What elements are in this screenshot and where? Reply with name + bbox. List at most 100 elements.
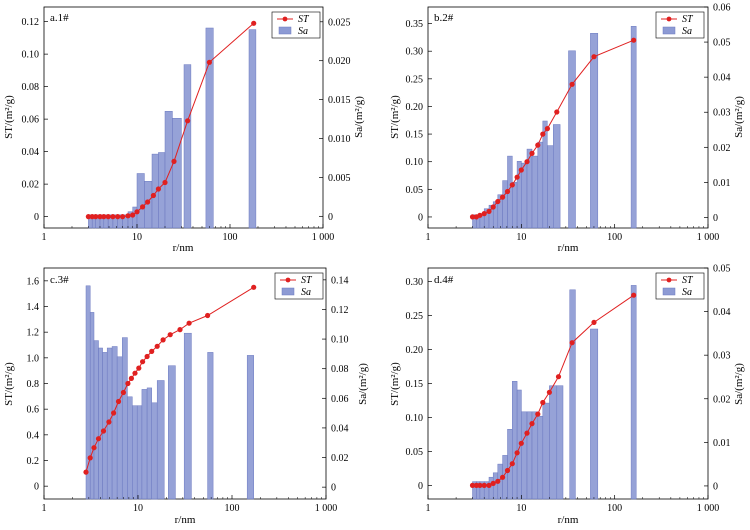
y-right-tick-label: 0.06 (713, 3, 731, 14)
plot-frame-b (427, 6, 709, 229)
y-right-tick-label: 0 (331, 483, 336, 494)
point-st (490, 204, 496, 210)
y-right-label-d: Sa/(m²/g) (733, 363, 745, 405)
bar-sa (569, 289, 576, 500)
bar-sa (248, 29, 257, 229)
y-right-tick-label: 0.02 (713, 394, 731, 405)
point-st (125, 380, 131, 387)
point-st (105, 214, 111, 220)
panel-label-a: a.1# (50, 12, 69, 24)
bar-sa (246, 355, 254, 500)
bar-sa (590, 33, 599, 229)
x-tick-label: 1 (42, 503, 47, 514)
y-right-label-a: Sa/(m²/g) (353, 96, 365, 138)
point-st (500, 474, 506, 480)
y-left-tick-label: 0.25 (406, 74, 424, 85)
y-left-tick-label: 1.2 (27, 328, 40, 339)
y-left-ticks-a: 0 0.02 0.04 0.06 0.08 0.10 0.12 (22, 17, 48, 223)
y-left-tick-label: 0.30 (406, 47, 424, 58)
bar-sa (183, 64, 192, 229)
panel-b: 1 10 100 1 000 0 0.05 0.10 0.15 0.20 0.25 0.30 0.3… (389, 3, 745, 255)
point-st (631, 292, 637, 298)
bar-sa (502, 180, 508, 229)
point-st (91, 445, 97, 451)
bar-sa (141, 389, 148, 500)
point-st (514, 450, 520, 456)
bar-sa (205, 27, 214, 229)
y-left-tick-label: 0.8 (27, 379, 40, 390)
point-st (111, 410, 117, 416)
point-st (115, 398, 122, 405)
point-st (490, 480, 496, 486)
point-st (110, 214, 116, 220)
point-st (120, 389, 126, 396)
y-right-tick-label: 0.03 (713, 108, 731, 119)
y-left-tick-label: 0.15 (406, 130, 424, 141)
y-right-tick-label: 0.005 (328, 173, 351, 184)
bar-sa (111, 346, 118, 500)
point-st (631, 37, 637, 43)
y-left-tick-label: 0.20 (406, 345, 424, 356)
y-right-ticks-d: 0 0.01 0.02 0.03 0.04 0.05 (704, 264, 731, 492)
panel-label-b: b.2# (434, 12, 454, 24)
y-right-tick-label: 0.12 (331, 305, 349, 316)
y-right-ticks-b: 0 0.01 0.02 0.03 0.04 0.05 0.06 (704, 3, 731, 224)
y-right-tick-label: 0 (328, 212, 333, 223)
bar-sa (156, 380, 165, 500)
point-st (486, 482, 492, 488)
point-st (554, 109, 560, 115)
legend-b: ST Sa (655, 11, 705, 39)
point-st (134, 209, 140, 215)
y-left-tick-label: 0.4 (27, 430, 40, 441)
x-tick-label: 1 000 (312, 232, 335, 243)
x-tick-label: 1 000 (315, 503, 338, 514)
point-st (97, 214, 103, 220)
y-right-tick-label: 0.020 (328, 56, 351, 67)
y-left-tick-label: 0 (34, 482, 39, 493)
y-left-tick-label: 1.0 (27, 353, 40, 364)
y-left-ticks-b: 0 0.05 0.10 0.15 0.20 0.25 0.30 0.35 (406, 19, 432, 223)
bar-sa (512, 381, 518, 500)
point-st (149, 348, 155, 354)
x-axis-label-b: r/nm (558, 242, 579, 254)
point-st (555, 374, 562, 380)
bar-sa (630, 285, 637, 500)
point-st (509, 182, 515, 188)
point-st (186, 320, 192, 326)
legend-d: ST Sa (655, 272, 705, 300)
panel-c: 1 10 100 1 000 00.20.40.60.81.01.21.41.6 00… (3, 267, 369, 526)
x-axis-label-d: r/nm (558, 514, 579, 526)
legend-bar-swatch-b (662, 26, 676, 35)
bar-sa (116, 356, 123, 500)
y-left-tick-label: 0.6 (27, 405, 40, 416)
point-st (540, 399, 546, 406)
point-st (120, 214, 126, 220)
point-st (155, 186, 161, 192)
point-st (177, 327, 183, 333)
bar-sa (172, 118, 182, 229)
bar-sa (590, 328, 599, 500)
point-st (251, 20, 257, 26)
y-left-tick-label: 1.4 (27, 302, 40, 313)
bar-sa (630, 26, 637, 229)
point-st (145, 199, 151, 205)
bar-sa (168, 365, 176, 500)
y-left-tick-label: 0.25 (406, 311, 424, 322)
x-tick-label: 1 000 (697, 232, 720, 243)
y-left-tick-label: 0.10 (406, 413, 424, 424)
line-d (469, 292, 637, 488)
point-st (87, 455, 93, 461)
bar-sa (488, 476, 494, 500)
bar-sa (542, 402, 550, 500)
legend-bar-label-b: Sa (682, 26, 692, 37)
point-st (535, 142, 541, 148)
x-tick-label: 100 (223, 232, 238, 243)
point-st (93, 214, 99, 220)
point-st (481, 482, 487, 488)
bar-sa (531, 155, 539, 229)
y-right-tick-label: 0.05 (713, 38, 731, 49)
y-right-ticks-c: 0 0.02 0.04 0.06 0.08 0.10 0.12 0.14 (322, 275, 349, 494)
bars-c (85, 285, 254, 500)
x-tick-label: 100 (607, 503, 622, 514)
point-st (529, 421, 535, 427)
